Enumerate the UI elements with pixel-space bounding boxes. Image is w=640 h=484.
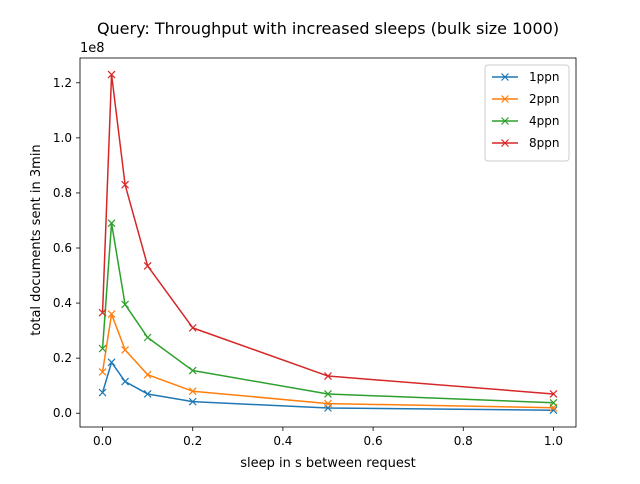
marker-stroke — [98, 368, 107, 376]
legend-item-1ppn: 1ppn — [492, 70, 559, 84]
plot-area: 0.0 0.2 0.4 0.6 0.8 1.0 0.0 0.2 0.4 0.6 0.8 1.0 1.2 1… — [53, 57, 577, 448]
data-point-4ppn — [107, 219, 116, 228]
data-point-1ppn — [98, 388, 107, 397]
marker-stroke — [188, 366, 197, 375]
data-point-2ppn — [121, 345, 130, 354]
marker-stroke — [121, 300, 130, 309]
marker-stroke — [121, 377, 130, 386]
data-point-4ppn — [324, 390, 332, 398]
marker-stroke — [121, 180, 130, 189]
y-tick-label: 0.8 — [53, 186, 72, 200]
y-axis-label: total documents sent in 3min — [29, 144, 44, 335]
marker-stroke — [98, 388, 107, 397]
axes-frame — [79, 57, 577, 428]
y-tick-label: 0.0 — [53, 406, 72, 420]
legend-item-8ppn: 8ppn — [492, 136, 559, 150]
data-point-4ppn — [98, 344, 107, 353]
data-point-8ppn — [98, 308, 107, 317]
marker-stroke — [143, 390, 152, 398]
marker-stroke — [98, 344, 107, 353]
data-point-2ppn — [107, 310, 116, 319]
marker-stroke — [107, 310, 116, 319]
legend-label: 1ppn — [529, 70, 559, 84]
legend-box — [484, 64, 570, 162]
data-point-8ppn — [324, 372, 332, 380]
marker-stroke — [107, 358, 116, 367]
y-tick-label: 0.4 — [53, 296, 72, 310]
legend-marker — [501, 73, 509, 81]
legend: 1ppn 2ppn 4ppn 8ppn — [484, 64, 570, 162]
data-point-4ppn — [121, 300, 130, 309]
legend-label: 8ppn — [529, 136, 559, 150]
x-tick-label: 0.4 — [273, 434, 292, 448]
legend-marker — [501, 117, 509, 125]
marker-stroke — [188, 323, 197, 332]
y-axis-offset-label: 1e8 — [80, 41, 105, 56]
data-point-2ppn — [98, 368, 107, 376]
y-tick-label: 1.2 — [53, 76, 72, 90]
data-point-8ppn — [549, 390, 558, 398]
legend-marker — [501, 139, 509, 147]
data-point-4ppn — [143, 333, 152, 342]
y-tick-label: 0.2 — [53, 351, 72, 365]
data-point-1ppn — [143, 390, 152, 398]
marker-stroke — [107, 70, 116, 79]
y-tick-label: 0.6 — [53, 241, 72, 255]
data-point-8ppn — [121, 180, 130, 189]
data-point-8ppn — [107, 70, 116, 79]
marker-stroke — [188, 387, 197, 396]
marker-stroke — [107, 219, 116, 228]
x-tick-label: 0.6 — [364, 434, 383, 448]
marker-stroke — [324, 399, 332, 408]
data-point-2ppn — [188, 387, 197, 396]
y-tick-label: 1.0 — [53, 131, 72, 145]
data-point-1ppn — [107, 358, 116, 367]
x-tick-label: 0.0 — [93, 434, 112, 448]
legend-item-2ppn: 2ppn — [492, 92, 559, 106]
data-point-2ppn — [143, 370, 152, 379]
data-point-8ppn — [188, 323, 197, 332]
marker-stroke — [549, 406, 558, 415]
data-point-8ppn — [143, 261, 152, 270]
marker-stroke — [143, 370, 152, 379]
x-tick-label: 1.0 — [544, 434, 563, 448]
marker-stroke — [143, 333, 152, 342]
data-point-1ppn — [188, 397, 197, 406]
marker-stroke — [98, 308, 107, 317]
x-tick-label: 0.2 — [183, 434, 202, 448]
data-point-4ppn — [188, 366, 197, 375]
marker-stroke — [143, 261, 152, 270]
marker-stroke — [121, 345, 130, 354]
marker-stroke — [549, 398, 558, 407]
chart-title: Query: Throughput with increased sleeps … — [97, 19, 559, 38]
data-point-1ppn — [121, 377, 130, 386]
legend-label: 2ppn — [529, 92, 559, 106]
data-point-2ppn — [324, 399, 332, 408]
x-axis-label: sleep in s between request — [240, 456, 415, 471]
marker-stroke — [324, 390, 332, 398]
data-point-4ppn — [549, 398, 558, 407]
legend-item-4ppn: 4ppn — [492, 114, 559, 128]
legend-label: 4ppn — [529, 114, 559, 128]
marker-stroke — [549, 390, 558, 398]
x-tick-label: 0.8 — [454, 434, 473, 448]
marker-stroke — [324, 372, 332, 380]
marker-stroke — [188, 397, 197, 406]
legend-marker — [501, 95, 509, 103]
